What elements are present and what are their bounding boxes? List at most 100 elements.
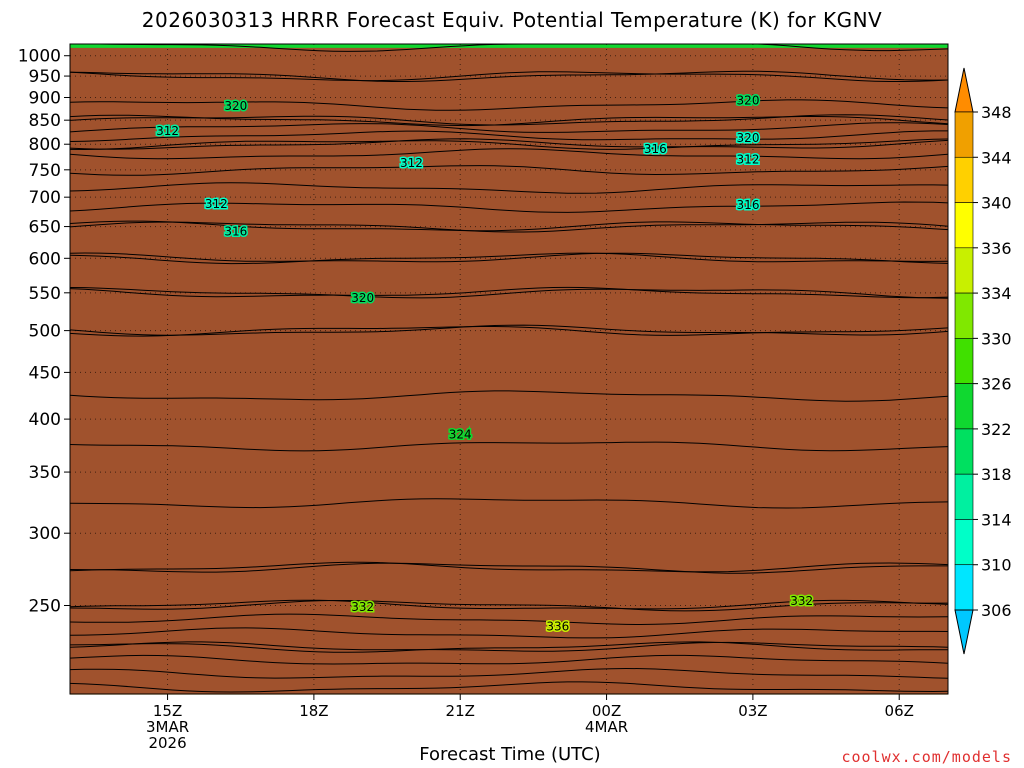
y-tick-label: 800 [29,135,61,155]
y-tick-label: 700 [29,188,61,208]
contour-line [69,641,949,652]
colorbar-segment [954,564,974,611]
contour-line [69,220,949,232]
colorbar-segment [954,473,974,520]
colorbar-segment [954,428,974,475]
contour-label: 312 [156,124,179,138]
x-tick-label: 21Z [446,702,475,720]
y-tick-label: 750 [29,161,61,181]
contour-line [69,667,949,679]
contour-line [69,114,949,126]
y-tick-label: 550 [29,284,61,304]
colorbar-tick-label: 326 [981,375,1012,394]
contour-line [69,326,949,337]
colorbar-segment [954,383,974,430]
x-tick-label: 15Z [153,702,182,720]
colorbar-segment [954,292,974,339]
contour-line [69,201,949,213]
colorbar-tick-label: 330 [981,329,1012,348]
contour-line [69,165,949,176]
contour-label: 320 [737,131,760,145]
colorbar-tick-label: 318 [981,465,1012,484]
x-tick-label: 03Z [738,702,767,720]
contour-label: 312 [205,197,228,211]
x-tick-label: 3MAR [146,718,189,736]
x-tick-label: 2026 [148,734,186,752]
contour-line [69,71,949,82]
colorbar-tick-label: 348 [981,103,1012,122]
y-tick-label: 500 [29,322,61,342]
y-tick-label: 650 [29,218,61,238]
colorbar-tick-label: 310 [981,556,1012,575]
contour-label: 320 [351,291,374,305]
contour-lines [69,43,949,693]
y-tick-label: 1000 [18,47,61,67]
contour-line [69,130,948,142]
colorbar: 348 344 340 336 334 330 326 322 318 314 310 306 [954,67,1012,655]
y-axis: 2503003504004505005506006507007508008509… [18,47,70,617]
contour-line [69,627,949,639]
colorbar-tick-label: 322 [981,420,1012,439]
x-tick-label: 06Z [885,702,914,720]
contour-label: 316 [644,142,667,156]
contour-line [69,182,949,194]
contour-line [69,70,949,82]
x-tick-label: 00Z [592,702,621,720]
contour-label: 332 [351,600,374,614]
colorbar-segment [954,519,974,566]
y-tick-label: 300 [29,524,61,544]
plot-area [70,44,948,695]
site-credit: coolwx.com/models [841,748,1012,766]
chart-title: 2026030313 HRRR Forecast Equiv. Potentia… [141,8,883,32]
contour-line [69,138,949,150]
colorbar-segment [954,156,974,203]
colorbar-tick-label: 344 [981,148,1012,167]
colorbar-segment [954,202,974,249]
contour-line [69,641,948,653]
contour-line [69,441,949,452]
contour-line [69,287,949,299]
y-tick-label: 950 [29,67,61,87]
plot-frame [69,43,949,695]
contour-line [69,252,949,264]
grid [70,44,948,694]
contour-label: 320 [224,99,247,113]
contour-line [69,600,948,612]
contour-line [69,613,949,626]
contour-line [69,122,949,133]
y-tick-label: 850 [29,111,61,131]
contour-line [69,286,949,299]
contour-label: 332 [790,594,813,608]
contour-labels: 336 332 332 324 320 316 316 312 312 312 316 320 312 3… [155,92,815,635]
contour-label: 312 [400,156,423,170]
contour-label: 336 [546,620,569,634]
contour-line [69,390,949,402]
y-tick-label: 900 [29,89,61,109]
contour-label: 324 [449,427,472,441]
contour-line [69,599,949,610]
colorbar-min-arrow [954,609,974,655]
colorbar-tick-label: 314 [981,510,1012,529]
contour-line [69,114,949,127]
contour-label: 320 [737,94,760,108]
x-tick-label: 4MAR [585,718,628,736]
y-tick-label: 450 [29,363,61,383]
colorbar-segment [954,111,974,158]
colorbar-segment [954,338,974,384]
theta-band [70,44,948,50]
contour-line [69,498,949,509]
colorbar-tick-label: 306 [981,601,1012,620]
colorbar-segment [954,247,974,294]
y-tick-label: 600 [29,249,61,269]
colorbar-tick-label: 334 [981,284,1012,303]
ground-strip [70,47,948,695]
contour-label: 316 [737,198,760,212]
y-tick-label: 350 [29,463,61,483]
x-axis-label: Forecast Time (UTC) [419,744,601,765]
y-tick-label: 250 [29,597,61,617]
contour-label: 312 [737,152,760,166]
contour-line [69,654,949,665]
contour-line [69,561,949,573]
